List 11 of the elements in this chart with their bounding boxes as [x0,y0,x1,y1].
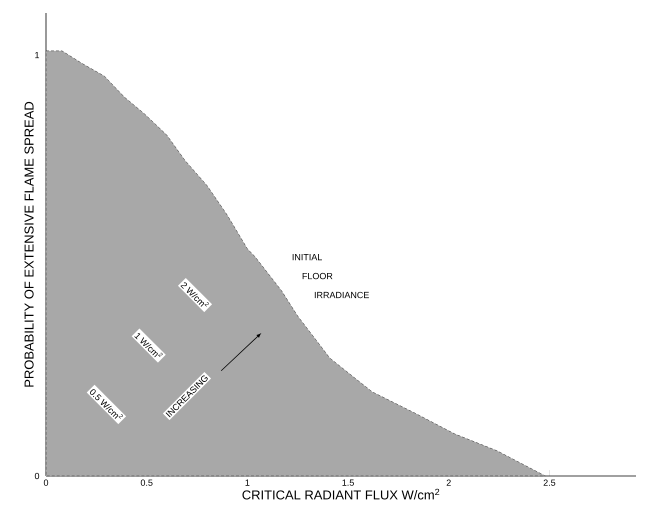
annotation: FLOOR [302,272,332,280]
x-tick-label: 1 [246,480,250,486]
x-tick-label: 2 [446,480,451,486]
y-axis-title: PROBABILITY OF EXTENSIVE FLAME SPREAD [24,102,34,387]
x-tick-label: 0 [44,480,48,486]
x-tick-label: 2.5 [544,480,556,486]
x-tick-label: 1.5 [342,480,354,486]
annotation: INITIAL [292,254,322,260]
annotation: IRRADIANCE [314,292,369,298]
x-tick-label: 0.5 [140,480,153,486]
x-axis-title: CRITICAL RADIANT FLUX W/cm$^{2}$ [242,488,440,500]
